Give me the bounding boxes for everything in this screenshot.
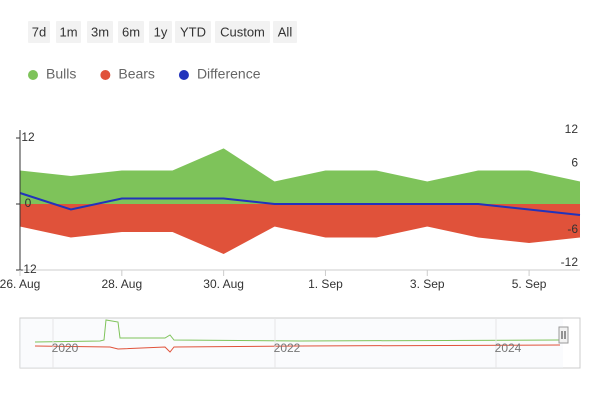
- button-label[interactable]: All: [278, 24, 293, 39]
- range-button[interactable]: YTD: [175, 21, 211, 43]
- button-label[interactable]: 7d: [32, 24, 46, 39]
- button-bg[interactable]: [175, 21, 211, 43]
- legend-item[interactable]: Bears: [100, 66, 155, 82]
- button-bg[interactable]: [215, 21, 270, 43]
- area-edge: [19, 148, 581, 183]
- button-label[interactable]: YTD: [180, 24, 206, 39]
- x-tick-label: 3. Sep: [410, 277, 445, 291]
- button-bg[interactable]: [118, 21, 144, 43]
- button-bg[interactable]: [149, 21, 172, 43]
- legend-marker[interactable]: [100, 70, 111, 80]
- area-edge: [19, 225, 581, 255]
- button-bg[interactable]: [28, 21, 50, 43]
- button-bg[interactable]: [273, 21, 297, 43]
- navigator-handle[interactable]: [558, 326, 569, 344]
- navigator-label: 2024: [495, 341, 522, 355]
- button-bg[interactable]: [56, 21, 81, 43]
- range-button[interactable]: 3m: [87, 21, 113, 43]
- y2-tick-label: -12: [561, 255, 579, 269]
- legend-label[interactable]: Bulls: [46, 66, 76, 82]
- button-label[interactable]: 6m: [122, 24, 140, 39]
- legend-item[interactable]: Bulls: [28, 66, 76, 82]
- range-button[interactable]: 6m: [118, 21, 144, 43]
- range-button[interactable]: All: [273, 21, 297, 43]
- button-label[interactable]: 1m: [59, 24, 77, 39]
- navigator-bears: [34, 344, 561, 353]
- button-label[interactable]: Custom: [220, 24, 265, 39]
- navigator-label: 2022: [274, 341, 301, 355]
- line: [19, 192, 581, 216]
- navigator-mask: [20, 318, 563, 368]
- legend-label[interactable]: Difference: [197, 66, 261, 82]
- button-label[interactable]: 3m: [91, 24, 109, 39]
- legend-item[interactable]: Difference: [178, 66, 261, 82]
- y2-tick-label: 12: [565, 122, 579, 136]
- x-tick-label: 5. Sep: [512, 277, 547, 291]
- y2-tick-label: 6: [571, 155, 578, 169]
- y-tick-label: 0: [25, 196, 32, 210]
- range-button[interactable]: Custom: [215, 21, 270, 43]
- y2-tick-label: -6: [567, 222, 578, 236]
- button-label[interactable]: 1y: [154, 24, 168, 39]
- y-tick-label: 12: [21, 130, 35, 144]
- range-button[interactable]: 1m: [56, 21, 81, 43]
- y-tick-label: -12: [19, 262, 37, 276]
- range-button[interactable]: 7d: [28, 21, 50, 43]
- navigator-bulls: [34, 319, 561, 343]
- navigator-frame: [19, 317, 581, 369]
- legend-marker[interactable]: [178, 70, 189, 80]
- range-button[interactable]: 1y: [149, 21, 172, 43]
- x-tick-label: 26. Aug: [0, 277, 40, 291]
- x-tick-label: 1. Sep: [308, 277, 343, 291]
- x-tick-label: 30. Aug: [203, 277, 244, 291]
- navigator-label: 2020: [52, 341, 79, 355]
- legend-marker[interactable]: [28, 70, 38, 80]
- button-bg[interactable]: [87, 21, 113, 43]
- area-fill: [20, 204, 580, 254]
- legend-label[interactable]: Bears: [118, 66, 155, 82]
- x-tick-label: 28. Aug: [101, 277, 142, 291]
